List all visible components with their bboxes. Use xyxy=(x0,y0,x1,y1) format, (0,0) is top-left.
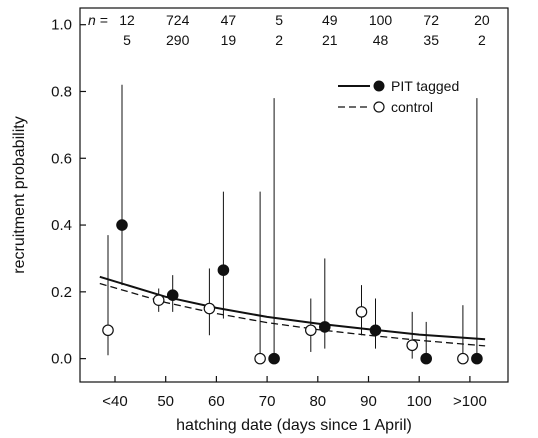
n-count-control: 5 xyxy=(123,32,131,48)
x-tick-label: 100 xyxy=(407,393,432,410)
x-tick-label: 60 xyxy=(208,393,225,410)
plot-frame xyxy=(79,7,509,383)
n-count-pit-tagged: 72 xyxy=(423,12,439,28)
x-tick-label: <40 xyxy=(102,393,127,410)
n-count-control: 19 xyxy=(221,32,237,48)
y-tick-label: 0.8 xyxy=(51,83,72,100)
data-point-control xyxy=(406,339,418,352)
data-point-control xyxy=(152,294,165,306)
n-count-control: 290 xyxy=(166,32,190,48)
x-axis: <40 50 60 70 80 90 100 >100 xyxy=(102,376,487,410)
data-point-control xyxy=(254,352,266,365)
n-count-control: 2 xyxy=(275,32,283,48)
x-tick-label: >100 xyxy=(453,393,487,410)
data-point-pit-tagged xyxy=(420,352,432,365)
n-count-control: 48 xyxy=(373,32,389,48)
y-tick-label: 0.2 xyxy=(51,284,72,301)
x-tick-label: 50 xyxy=(157,393,174,410)
data-point-pit-tagged xyxy=(166,289,179,301)
n-label: n = xyxy=(88,12,108,28)
x-tick-label: 80 xyxy=(309,393,326,410)
y-tick-label: 0.6 xyxy=(51,150,72,167)
data-point-control xyxy=(457,352,469,365)
y-axis-title: recruitment probability xyxy=(11,116,28,273)
legend: PIT tagged control xyxy=(338,78,459,115)
legend-label-control: control xyxy=(391,99,433,115)
n-count-pit-tagged: 47 xyxy=(221,12,237,28)
data-point-pit-tagged xyxy=(268,352,280,365)
data-point-control xyxy=(304,324,317,337)
data-point-control xyxy=(102,324,114,337)
n-count-control: 35 xyxy=(423,32,439,48)
data-point-pit-tagged xyxy=(471,352,483,365)
data-markers xyxy=(102,219,483,365)
data-point-control xyxy=(355,306,368,318)
x-tick-label: 90 xyxy=(360,393,377,410)
n-count-pit-tagged: 20 xyxy=(474,12,490,28)
n-count-pit-tagged: 12 xyxy=(119,12,135,28)
n-count-pit-tagged: 49 xyxy=(322,12,338,28)
legend-label-pit-tagged: PIT tagged xyxy=(391,78,459,94)
legend-marker-pit-tagged xyxy=(373,80,385,92)
legend-marker-control xyxy=(373,101,385,113)
n-count-pit-tagged: 100 xyxy=(369,12,393,28)
y-tick-label: 0.0 xyxy=(51,351,72,368)
data-point-pit-tagged xyxy=(116,219,128,231)
data-point-pit-tagged xyxy=(369,324,382,337)
sample-size-row: n = 12 724 47 5 49 100 72 20 5 290 19 2 21 48 35 2 xyxy=(88,12,490,48)
n-count-pit-tagged: 5 xyxy=(275,12,283,28)
n-count-control: 21 xyxy=(322,32,338,48)
data-point-control xyxy=(203,302,216,315)
n-count-pit-tagged: 724 xyxy=(166,12,190,28)
x-axis-title: hatching date (days since 1 April) xyxy=(176,417,412,434)
data-point-pit-tagged xyxy=(318,321,331,333)
n-count-control: 2 xyxy=(478,32,486,48)
data-point-pit-tagged xyxy=(217,264,230,276)
y-axis: 0.0 0.2 0.4 0.6 0.8 1.0 xyxy=(51,17,86,368)
y-tick-label: 0.4 xyxy=(51,217,72,234)
x-tick-label: 70 xyxy=(259,393,276,410)
y-tick-label: 1.0 xyxy=(51,17,72,34)
fit-curve-control xyxy=(99,282,486,347)
